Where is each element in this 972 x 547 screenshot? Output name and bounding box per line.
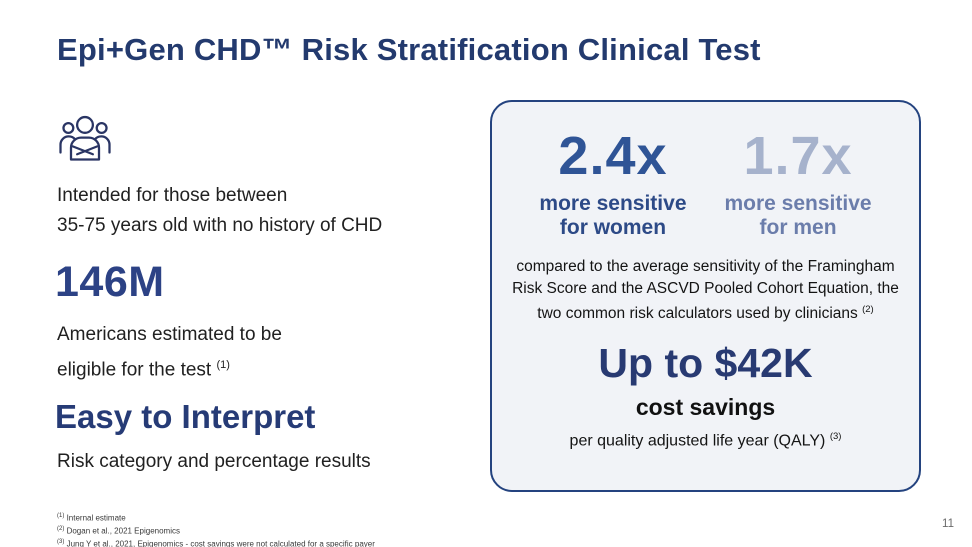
savings-subtext: per quality adjusted life year (QALY) (3… [570, 431, 842, 450]
interpret-heading: Easy to Interpret [55, 398, 316, 435]
comparison-text: compared to the average sensitivity of t… [508, 256, 904, 325]
stat-men-label-line2: for men [759, 216, 837, 239]
eligible-stat-value: 146M [55, 258, 165, 306]
footnote-1-text: Internal estimate [66, 513, 126, 523]
footnote-3-marker: (3) [57, 539, 65, 546]
savings-sub-body: per quality adjusted life year (QALY) [569, 431, 826, 449]
stat-women-value: 2.4x [558, 126, 668, 186]
footnote-3-text: Jung Y et al., 2021, Epigenomics - cost … [66, 539, 375, 547]
stat-women-label-line2: for women [559, 216, 667, 239]
interpret-subtext: Risk category and percentage results [57, 451, 371, 472]
footnote-1-marker: (1) [57, 513, 65, 519]
footnote-marker-2: (2) [862, 304, 874, 315]
page-number: 11 [942, 518, 954, 530]
footnotes: (1) Internal estimate (2) Dogan et al., … [57, 511, 375, 547]
people-group-icon [57, 113, 113, 169]
eligible-line2: eligible for the test [57, 359, 212, 381]
audience-line2: 35-75 years old with no history of CHD [57, 215, 383, 236]
savings-label: cost savings [635, 393, 776, 420]
stat-men: 1.7x more sensitive for men [725, 126, 872, 240]
footnote-marker-3: (3) [829, 430, 842, 442]
stat-women-label-line1: more sensitive [539, 192, 687, 215]
stat-men-value: 1.7x [743, 126, 853, 186]
savings-value: Up to $42K [598, 339, 813, 386]
eligible-line1: Americans estimated to be [57, 324, 282, 345]
sensitivity-stats-row: 2.4x more sensitive for women 1.7x more … [539, 126, 871, 240]
page-title: Epi+Gen CHD™ Risk Stratification Clinica… [57, 32, 761, 67]
footnote-2-text: Dogan et al., 2021 Epigenomics [66, 526, 180, 536]
stat-men-label-line1: more sensitive [724, 192, 872, 215]
audience-description: Intended for those between 35-75 years o… [57, 181, 382, 241]
audience-line1: Intended for those between [57, 185, 288, 206]
stats-card: 2.4x more sensitive for women 1.7x more … [490, 100, 921, 492]
stat-men-label: more sensitive for men [725, 192, 872, 240]
footnote-marker-1: (1) [216, 359, 230, 371]
footnote-3: (3) Jung Y et al., 2021, Epigenomics - c… [57, 537, 375, 547]
stat-women-label: more sensitive for women [539, 192, 686, 240]
footnote-1: (1) Internal estimate [57, 511, 375, 524]
footnote-2: (2) Dogan et al., 2021 Epigenomics [57, 524, 375, 537]
comparison-body: compared to the average sensitivity of t… [512, 258, 899, 323]
footnote-2-marker: (2) [57, 526, 65, 533]
eligible-stat-description: Americans estimated to be eligible for t… [57, 320, 282, 385]
stat-women: 2.4x more sensitive for women [539, 126, 686, 240]
